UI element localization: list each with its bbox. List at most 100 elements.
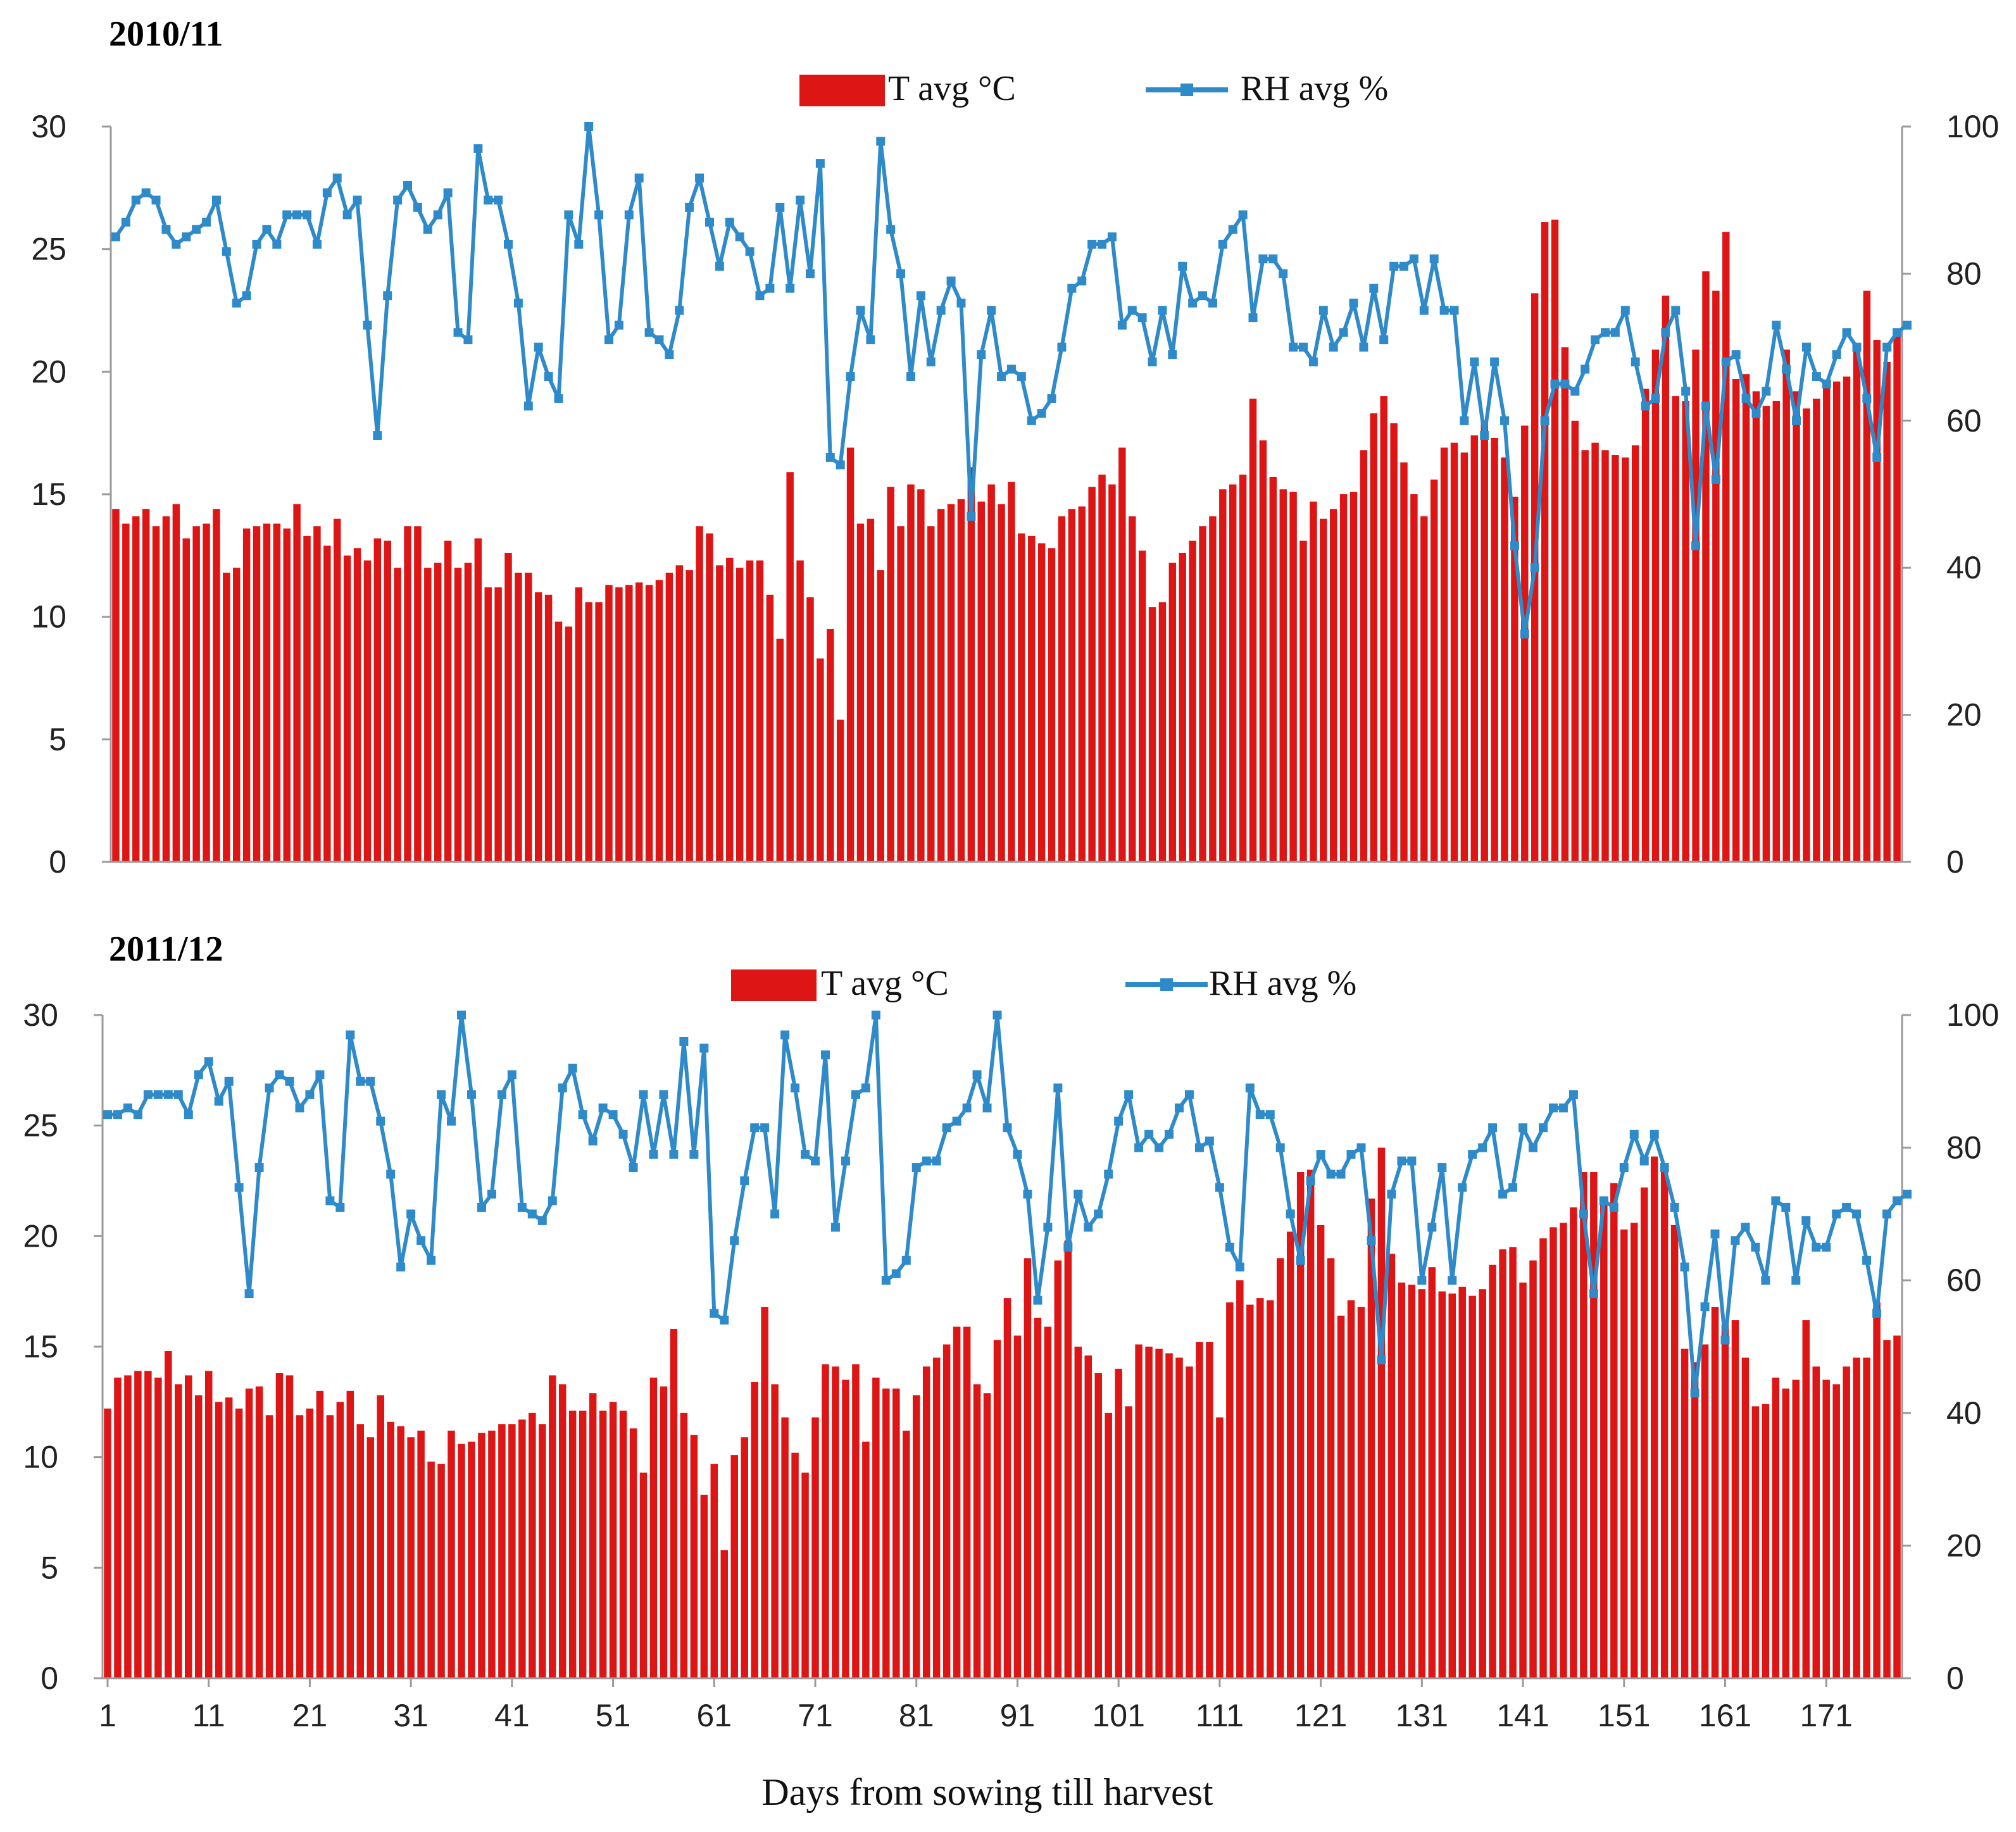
humidity-point (192, 225, 201, 234)
humidity-point (1530, 563, 1539, 573)
humidity-point (184, 1110, 193, 1119)
temperature-bar (585, 602, 592, 862)
humidity-point (406, 1209, 416, 1219)
temperature-bar (1732, 378, 1740, 862)
temperature-bar (696, 526, 703, 862)
humidity-point (987, 306, 996, 315)
humidity-point (1134, 1143, 1144, 1152)
humidity-point (1458, 1183, 1467, 1192)
temperature-bar (192, 526, 200, 862)
humidity-point (1155, 1143, 1164, 1152)
temperature-bar (1349, 492, 1358, 862)
y-tick-left-label: 25 (23, 1108, 58, 1143)
humidity-point (437, 1090, 446, 1099)
humidity-point (881, 1276, 891, 1285)
humidity-point (1289, 342, 1298, 352)
humidity-point (332, 173, 342, 183)
humidity-point (1377, 1355, 1386, 1364)
temperature-bar (478, 1433, 485, 1678)
humidity-point (578, 1110, 587, 1119)
humidity-point (1448, 1276, 1457, 1285)
humidity-point (891, 1269, 901, 1278)
humidity-point (214, 1097, 223, 1106)
humidity-point (1178, 261, 1187, 271)
humidity-point (1801, 1216, 1811, 1225)
temperature-bar (822, 1364, 829, 1678)
temperature-bar (867, 518, 875, 862)
humidity-point (537, 1216, 547, 1225)
temperature-bar (263, 523, 271, 862)
temperature-bar (932, 1357, 941, 1678)
humidity-point (1661, 328, 1670, 337)
temperature-bar (1762, 1404, 1770, 1678)
temperature-bar (852, 1364, 860, 1678)
temperature-bar (1357, 1307, 1365, 1678)
humidity-point (745, 247, 754, 256)
temperature-bar (1722, 232, 1730, 862)
humidity-point (325, 1196, 335, 1206)
temperature-bar (1712, 290, 1720, 862)
humidity-point (1356, 1143, 1366, 1152)
temperature-bar (1550, 1227, 1557, 1678)
temperature-bar (1428, 1267, 1436, 1678)
humidity-point (1731, 1236, 1740, 1245)
humidity-point (497, 1090, 506, 1099)
humidity-point (172, 239, 181, 249)
temperature-bar (1199, 526, 1206, 862)
humidity-point (1812, 1242, 1821, 1252)
temperature-bar (1873, 1302, 1881, 1678)
panel-title: 2010/11 (109, 15, 223, 54)
humidity-point (1053, 1083, 1063, 1093)
temperature-bar (670, 1329, 678, 1678)
humidity-point (1235, 1262, 1244, 1272)
humidity-point (604, 335, 613, 344)
temperature-bar (776, 639, 784, 862)
temperature-bar (454, 568, 462, 862)
humidity-point (598, 1103, 608, 1112)
humidity-point (866, 335, 875, 344)
temperature-bar (1438, 1291, 1446, 1678)
humidity-point (1248, 313, 1258, 323)
humidity-point (765, 284, 775, 293)
humidity-point (487, 1189, 496, 1199)
humidity-point (1842, 1202, 1851, 1212)
temperature-bar (963, 1326, 971, 1678)
humidity-point (1568, 1090, 1578, 1099)
temperature-bar (1610, 1183, 1618, 1678)
humidity-point (750, 1123, 760, 1133)
humidity-point (346, 1030, 355, 1040)
humidity-point (403, 180, 413, 190)
temperature-bar (285, 1375, 294, 1678)
humidity-point (1581, 365, 1590, 374)
temperature-bar (575, 587, 583, 862)
temperature-bar (1539, 1238, 1547, 1678)
humidity-point (634, 173, 644, 183)
humidity-point (1872, 452, 1882, 462)
temperature-bar (1289, 492, 1297, 862)
temperature-bar (1259, 440, 1267, 862)
temperature-bar (343, 555, 351, 862)
humidity-point (1570, 387, 1580, 396)
x-tick-label: 91 (1000, 1698, 1036, 1733)
humidity-point (194, 1070, 203, 1080)
temperature-bar (204, 1371, 213, 1678)
temperature-bar (993, 1340, 1001, 1678)
humidity-point (654, 335, 664, 344)
temperature-bar (655, 580, 663, 862)
humidity-point (335, 1202, 345, 1212)
humidity-point (1114, 1116, 1124, 1126)
temperature-bar (1731, 1320, 1739, 1678)
humidity-point (725, 218, 734, 227)
temperature-bar (1286, 1231, 1294, 1678)
humidity-point (1651, 394, 1660, 403)
temperature-bar (142, 509, 150, 862)
humidity-point (1609, 1202, 1618, 1212)
temperature-bar (203, 523, 210, 862)
humidity-point (699, 1044, 709, 1053)
temperature-bar (736, 568, 744, 862)
humidity-point (1104, 1169, 1113, 1179)
humidity-point (1299, 342, 1308, 352)
humidity-point (322, 188, 332, 197)
temperature-bar (387, 1421, 394, 1678)
legend: T avg °C RH avg % (799, 69, 1388, 108)
